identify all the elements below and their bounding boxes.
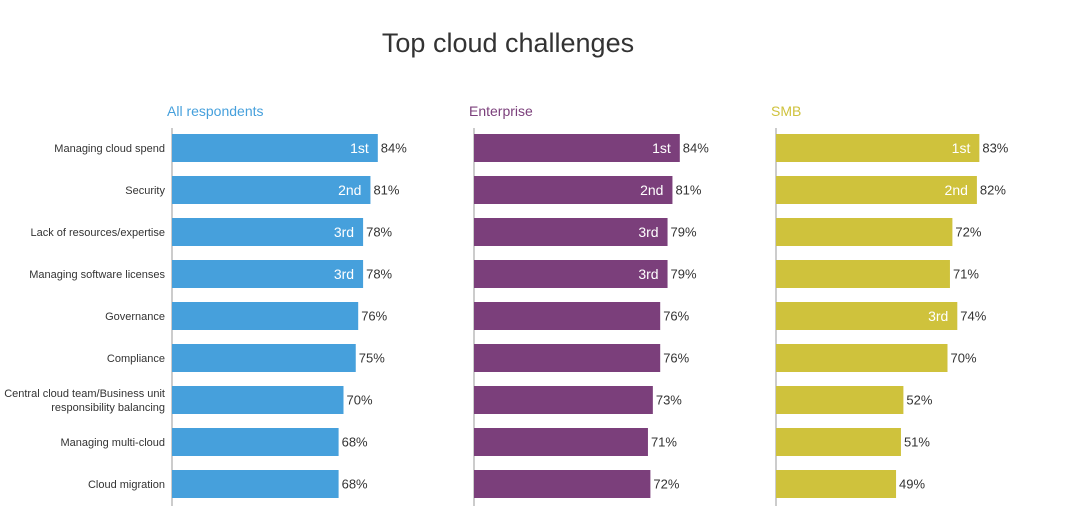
- rank-label: 1st: [952, 140, 971, 156]
- category-label: Compliance: [107, 353, 165, 365]
- bar: [474, 386, 653, 414]
- bar: [776, 134, 980, 162]
- value-label: 70%: [951, 351, 977, 366]
- value-label: 72%: [653, 477, 679, 492]
- rank-label: 3rd: [638, 224, 658, 240]
- category-label: Governance: [105, 311, 165, 323]
- bar: [172, 218, 364, 246]
- category-label: Central cloud team/Business unit: [4, 388, 165, 400]
- value-label: 75%: [359, 351, 385, 366]
- value-label: 52%: [906, 393, 932, 408]
- bar: [474, 302, 661, 330]
- chart-title: Top cloud challenges: [381, 28, 635, 58]
- category-label: Cloud migration: [88, 479, 165, 491]
- bar: [172, 428, 339, 456]
- category-label: Managing software licenses: [29, 269, 165, 281]
- category-label: responsibility balancing: [51, 402, 165, 414]
- value-label: 71%: [953, 267, 979, 282]
- bar: [172, 302, 359, 330]
- bar: [776, 176, 977, 204]
- rank-label: 1st: [652, 140, 671, 156]
- rank-label: 1st: [350, 140, 369, 156]
- value-label: 81%: [373, 183, 399, 198]
- value-label: 81%: [675, 183, 701, 198]
- bar: [474, 134, 680, 162]
- rank-label: 3rd: [638, 266, 658, 282]
- value-label: 82%: [980, 183, 1006, 198]
- value-label: 72%: [955, 225, 981, 240]
- bar: [474, 260, 668, 288]
- rank-label: 3rd: [334, 224, 354, 240]
- value-label: 78%: [366, 267, 392, 282]
- value-label: 68%: [342, 477, 368, 492]
- bar: [776, 344, 948, 372]
- bar: [172, 134, 378, 162]
- value-label: 79%: [671, 225, 697, 240]
- rank-label: 2nd: [640, 182, 663, 198]
- value-label: 73%: [656, 393, 682, 408]
- value-label: 51%: [904, 435, 930, 450]
- bar: [172, 260, 364, 288]
- bar: [172, 386, 344, 414]
- bar: [776, 302, 958, 330]
- value-label: 83%: [982, 141, 1008, 156]
- category-label: Security: [125, 185, 165, 197]
- category-label: Lack of resources/expertise: [30, 227, 165, 239]
- value-label: 49%: [899, 477, 925, 492]
- rank-label: 2nd: [338, 182, 361, 198]
- bar: [172, 470, 339, 498]
- value-label: 70%: [347, 393, 373, 408]
- value-label: 76%: [361, 309, 387, 324]
- value-label: 84%: [683, 141, 709, 156]
- rank-label: 3rd: [928, 308, 948, 324]
- bar: [172, 344, 356, 372]
- bar: [776, 386, 904, 414]
- value-label: 76%: [663, 351, 689, 366]
- value-label: 78%: [366, 225, 392, 240]
- bar: [474, 218, 668, 246]
- value-label: 74%: [960, 309, 986, 324]
- bar: [474, 428, 648, 456]
- bar: [474, 470, 651, 498]
- series-header: Enterprise: [469, 103, 533, 119]
- bar: [776, 428, 901, 456]
- category-label: Managing multi-cloud: [60, 437, 165, 449]
- bar: [474, 176, 673, 204]
- series-header: All respondents: [167, 103, 264, 119]
- value-label: 68%: [342, 435, 368, 450]
- value-label: 84%: [381, 141, 407, 156]
- bar: [776, 260, 950, 288]
- value-label: 71%: [651, 435, 677, 450]
- value-label: 76%: [663, 309, 689, 324]
- category-label: Managing cloud spend: [54, 143, 165, 155]
- value-label: 79%: [671, 267, 697, 282]
- bar: [776, 470, 897, 498]
- bar: [474, 344, 661, 372]
- rank-label: 2nd: [945, 182, 968, 198]
- series-header: SMB: [771, 103, 801, 119]
- rank-label: 3rd: [334, 266, 354, 282]
- bar: [172, 176, 371, 204]
- bar: [776, 218, 953, 246]
